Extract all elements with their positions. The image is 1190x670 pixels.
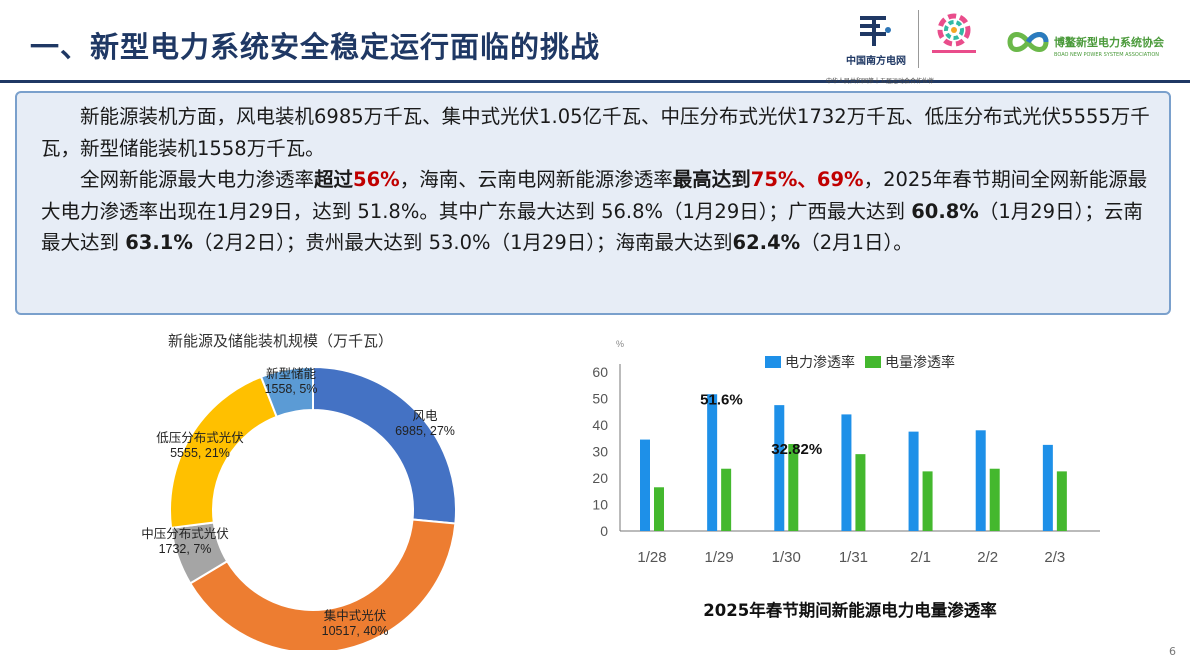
para2-t8: 60.8% — [911, 199, 979, 223]
para2-t11: （2月2日）；贵州最大达到 53.0%（1月29日）；海南最大达到 — [192, 231, 733, 254]
para2-t6: 75%、69% — [750, 168, 864, 191]
bar-0-2 — [774, 405, 785, 531]
para2-t12: 62.4% — [732, 231, 801, 254]
association-logo: 博鳌新型电力系统协会 BOAO NEW POWER SYSTEM ASSOCIA… — [1006, 28, 1176, 68]
donut-label-value-3: 5555, 21% — [170, 446, 230, 460]
legend-label-1: 电量渗透率 — [885, 354, 955, 370]
header-divider — [0, 80, 1190, 83]
logo-area: 中国南方电网 中华人民共和国第十五届运动会合作伙伴 博鳌新型电力系统协会 BOA… — [826, 10, 1176, 85]
y-tick-5: 50 — [592, 391, 608, 407]
para2-t2: 超过 — [314, 168, 354, 191]
bar-1-6 — [1056, 471, 1067, 531]
bar-1-1 — [721, 468, 732, 531]
bar-1-0 — [654, 487, 664, 531]
summary-textbox: 新能源装机方面，风电装机6985万千瓦、集中式光伏1.05亿千瓦、中压分布式光伏… — [15, 91, 1171, 315]
legend-swatch-0 — [765, 356, 781, 368]
donut-label-value-0: 6985, 27% — [395, 424, 455, 438]
para2-t5: 最高达到 — [672, 168, 751, 191]
x-tick-1: 1/29 — [705, 549, 734, 566]
donut-label-name-1: 集中式光伏 — [324, 608, 387, 623]
donut-label-name-4: 新型储能 — [266, 366, 317, 381]
y-tick-4: 40 — [592, 417, 608, 433]
donut-label-name-2: 中压分布式光伏 — [141, 526, 229, 541]
bar-chart-title: 2025年春节期间新能源电力电量渗透率 — [703, 601, 997, 620]
x-tick-5: 2/2 — [977, 549, 998, 566]
csg-logo: 中国南方电网 中华人民共和国第十五届运动会合作伙伴 — [826, 14, 934, 85]
donut-slice-4 — [259, 365, 314, 419]
paragraph-penetration: 全网新能源最大电力渗透率超过56%，海南、云南电网新能源渗透率最高达到75%、6… — [41, 164, 1151, 259]
page-title: 一、新型电力系统安全稳定运行面临的挑战 — [30, 30, 601, 64]
association-en: BOAO NEW POWER SYSTEM ASSOCIATION — [1054, 52, 1160, 58]
para2-t1: 全网新能源最大电力渗透率 — [80, 168, 315, 191]
y-unit-label: % — [616, 339, 624, 349]
y-tick-0: 0 — [600, 523, 608, 539]
bar-1-2 — [788, 444, 799, 531]
para2-t7: ，2025年春节期间全网新能源最大电力渗透率出现在1月29日，达到 51.8%。… — [41, 168, 1148, 223]
y-tick-2: 20 — [592, 470, 608, 486]
x-tick-6: 2/3 — [1044, 549, 1065, 566]
legend-swatch-1 — [865, 356, 881, 368]
x-tick-4: 2/1 — [910, 549, 931, 566]
bar-1-3 — [855, 454, 866, 531]
infinity-logo-icon — [1007, 32, 1049, 52]
paragraph-capacity: 新能源装机方面，风电装机6985万千瓦、集中式光伏1.05亿千瓦、中压分布式光伏… — [41, 101, 1151, 164]
donut-label-value-4: 1558, 5% — [265, 382, 318, 396]
annotation-0: 51.6% — [700, 391, 743, 408]
donut-label-name-3: 低压分布式光伏 — [156, 431, 244, 445]
bar-0-1 — [707, 394, 718, 531]
x-tick-0: 1/28 — [637, 549, 666, 566]
games-logo — [918, 10, 994, 68]
bar-chart: % 0 10 20 30 40 50 60 1/28 1/29 1/30 1/31 2/1 2/2 2/3 5… — [592, 339, 1100, 566]
logo-separator — [918, 10, 919, 68]
csg-mark-icon — [860, 16, 891, 46]
annotation-1: 32.82% — [771, 441, 822, 458]
bar-0-4 — [908, 431, 919, 531]
bar-1-4 — [922, 471, 933, 531]
association-name: 博鳌新型电力系统协会 — [1054, 36, 1164, 49]
donut-slice-1 — [188, 518, 457, 650]
donut-label-value-1: 10517, 40% — [322, 624, 389, 638]
y-tick-3: 30 — [592, 444, 608, 460]
para2-t13: （2月1日）。 — [800, 231, 913, 254]
y-tick-1: 10 — [592, 497, 608, 513]
para1-text: 新能源装机方面，风电装机6985万千瓦、集中式光伏1.05亿千瓦、中压分布式光伏… — [41, 105, 1150, 160]
x-tick-2: 1/30 — [772, 549, 801, 566]
csg-name: 中国南方电网 — [846, 56, 906, 67]
bar-0-6 — [1042, 444, 1053, 531]
donut-label-name-0: 风电 — [412, 409, 438, 423]
bar-0-5 — [975, 430, 986, 531]
csg-sub: 中华人民共和国第十五届运动会合作伙伴 — [826, 78, 935, 85]
games-emblem-icon — [932, 13, 976, 53]
page-number: 6 — [1169, 645, 1176, 658]
donut-slice-0 — [312, 365, 457, 525]
y-tick-6: 60 — [592, 364, 608, 380]
para2-t3: 56% — [353, 168, 400, 191]
pie-chart-title: 新能源及储能装机规模（万千瓦） — [168, 332, 394, 350]
bar-1-5 — [989, 468, 1000, 531]
donut-label-value-2: 1732, 7% — [159, 542, 212, 556]
x-tick-3: 1/31 — [839, 549, 868, 566]
bar-0-3 — [841, 414, 852, 531]
bar-0-0 — [640, 439, 650, 531]
para2-t4: ，海南、云南电网新能源渗透率 — [399, 168, 673, 191]
para2-t9: （1月29日）；云南最大达到 — [41, 199, 1143, 255]
legend-label-0: 电力渗透率 — [785, 354, 855, 370]
para2-t10: 63.1% — [125, 231, 193, 254]
